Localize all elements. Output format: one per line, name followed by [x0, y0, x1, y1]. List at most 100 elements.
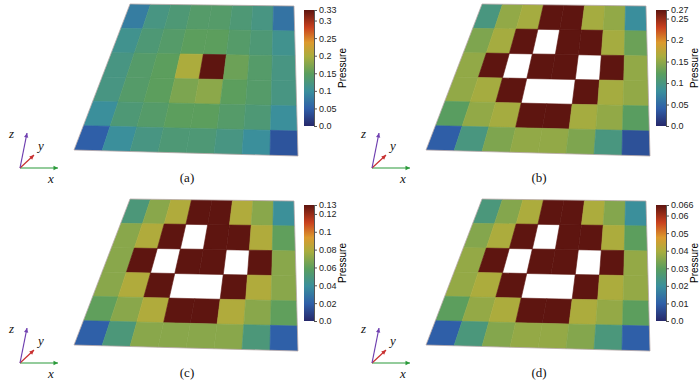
cell — [600, 55, 625, 80]
colorbar-axis: 0.00.050.10.150.20.250.30.33 — [314, 5, 337, 131]
cell — [527, 54, 556, 79]
tick-mark — [314, 321, 317, 322]
tick: 0.3 — [314, 16, 332, 26]
cell — [623, 276, 649, 302]
cell — [622, 130, 650, 156]
tick: 0.15 — [666, 57, 689, 67]
cell — [223, 55, 249, 80]
cell — [217, 104, 246, 129]
colorbar-label: Pressure — [689, 48, 700, 88]
triad-arrow — [29, 350, 34, 355]
triad-arrow — [405, 166, 410, 170]
tick-mark — [666, 286, 669, 287]
triad-axis — [20, 167, 58, 168]
tick-mark — [666, 19, 669, 20]
colorbar-axis-line — [315, 11, 318, 127]
tick-mark — [666, 321, 669, 322]
tick: 0.066 — [666, 200, 694, 210]
tick-mark — [314, 285, 317, 286]
axis-label: x — [399, 366, 406, 381]
tick: 0.2 — [666, 35, 684, 45]
cell — [603, 6, 625, 31]
tick-mark — [314, 250, 317, 251]
tick: 0.27 — [666, 5, 689, 15]
tick-label: 0.3 — [319, 16, 332, 26]
cell — [272, 56, 296, 81]
triad-arrow — [381, 155, 386, 160]
cell — [569, 104, 598, 129]
cell — [214, 129, 244, 155]
cell — [208, 200, 233, 225]
cell — [496, 273, 527, 298]
cell — [601, 225, 625, 250]
triad-arrow — [53, 166, 58, 170]
tick-label: 0.0 — [671, 121, 684, 131]
tick-label: 0.0 — [319, 121, 332, 131]
cell — [482, 127, 516, 152]
cell — [126, 248, 157, 273]
tick: 0.04 — [314, 281, 337, 291]
field — [74, 199, 298, 351]
cell — [270, 325, 298, 351]
tick: 0.1 — [666, 78, 684, 88]
tick-mark — [314, 56, 317, 57]
cell — [271, 81, 297, 107]
box-frame — [426, 4, 650, 156]
cell — [248, 250, 273, 275]
triad-axis — [372, 167, 410, 168]
triad-arrow — [376, 328, 380, 333]
cell — [509, 29, 538, 54]
tick-mark — [666, 205, 669, 206]
cell — [623, 300, 650, 326]
cell — [572, 80, 599, 105]
axis-label: y — [388, 138, 396, 153]
triad-axis — [20, 328, 27, 363]
field — [426, 4, 650, 156]
cell — [214, 324, 244, 350]
cell — [478, 53, 509, 78]
cell — [600, 250, 625, 275]
caption: (c) — [180, 365, 194, 380]
cell — [603, 201, 625, 226]
cell — [217, 299, 246, 324]
tick: 0.25 — [314, 34, 337, 44]
tick-label: 0.2 — [319, 51, 332, 61]
box-frame — [74, 199, 298, 351]
cell — [271, 105, 298, 131]
tick: 0.1 — [314, 86, 332, 96]
tick-label: 0.06 — [319, 263, 337, 273]
tick-label: 0.15 — [319, 69, 337, 79]
tick: 0.0 — [666, 316, 684, 326]
triad-arrow — [381, 350, 386, 355]
tick: 0.2 — [314, 51, 332, 61]
tick-label: 0.13 — [319, 200, 337, 210]
cell — [190, 104, 220, 129]
cell — [496, 78, 527, 103]
cell — [509, 224, 538, 249]
tick-label: 0.05 — [671, 100, 689, 110]
caption: (a) — [180, 170, 194, 185]
field — [74, 4, 298, 156]
tick-label: 0.066 — [671, 200, 694, 210]
cell — [578, 225, 603, 250]
colorbar-axis-line — [315, 206, 318, 322]
tick-label: 0.0 — [319, 316, 332, 326]
cell — [251, 201, 273, 226]
tick: 0.06 — [314, 263, 337, 273]
cell — [175, 249, 204, 274]
tick-label: 0.25 — [671, 14, 689, 24]
cell — [596, 105, 623, 130]
box-frame — [74, 4, 298, 156]
cell — [510, 128, 542, 153]
axis-label: y — [388, 333, 396, 348]
triad-arrow — [24, 133, 28, 138]
cell — [555, 30, 581, 55]
cell — [226, 225, 251, 250]
colorbar — [656, 205, 666, 321]
colorbar-label: Pressure — [337, 243, 348, 283]
cell — [130, 322, 164, 347]
tick: 0.08 — [314, 245, 337, 255]
tick-mark — [314, 91, 317, 92]
colorbar — [304, 10, 314, 126]
tick: 0.02 — [666, 281, 689, 291]
